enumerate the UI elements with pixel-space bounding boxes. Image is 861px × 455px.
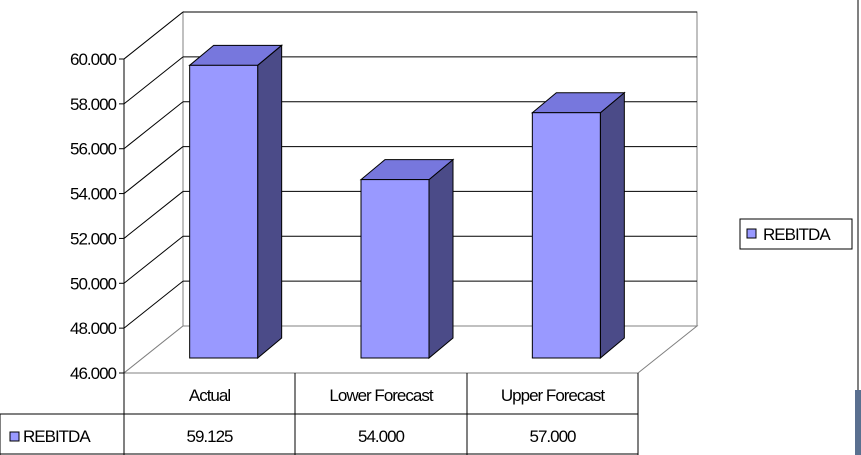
data-table: Actual 59.125 Lower Forecast 54.000 Upper Fo…	[0, 373, 639, 455]
table-value: 57.000	[530, 427, 577, 446]
y-axis: 46.000 48.000 50.000 52.000 54.000 56.000 58.0…	[70, 50, 125, 383]
gridline	[123, 11, 184, 60]
table-cells: Actual 59.125 Lower Forecast 54.000 Upper Fo…	[187, 386, 607, 446]
bar-front	[531, 112, 601, 359]
y-tick-label: 58.000	[70, 95, 117, 114]
table-series-label: REBITDA	[23, 427, 91, 446]
y-tick-label: 52.000	[70, 229, 117, 248]
bar-side	[257, 44, 283, 360]
bars	[188, 44, 626, 360]
y-tick-label: 54.000	[70, 185, 117, 204]
legend: REBITDA	[739, 218, 853, 250]
side-wall	[123, 10, 184, 375]
window-edge-bar	[855, 390, 861, 455]
table-value: 59.125	[187, 427, 234, 446]
bar-front	[360, 179, 430, 359]
table-category-label: Lower Forecast	[329, 386, 433, 405]
window-edge	[855, 0, 861, 455]
y-tick-label: 46.000	[70, 364, 117, 383]
legend-label: REBITDA	[763, 225, 831, 244]
gridline	[123, 280, 184, 329]
y-tick-label: 50.000	[70, 274, 117, 293]
table-legend-key	[9, 431, 20, 442]
bar	[359, 158, 455, 360]
gridline	[123, 191, 184, 239]
y-tick-label: 60.000	[70, 50, 117, 69]
bar	[530, 91, 626, 360]
table-value: 54.000	[358, 427, 405, 446]
y-tick-label: 48.000	[70, 319, 117, 338]
table-category-label: Upper Forecast	[501, 386, 605, 405]
legend-box	[739, 218, 853, 250]
gridline	[123, 101, 184, 150]
bar-side	[428, 158, 454, 360]
table-category-label: Actual	[189, 386, 230, 405]
bar-front	[189, 64, 259, 359]
legend-key	[746, 228, 757, 239]
y-tick-label: 56.000	[70, 140, 117, 159]
bar	[188, 44, 284, 360]
gridline	[123, 146, 184, 194]
gridline	[123, 235, 184, 284]
bar-side	[599, 91, 625, 360]
gridline	[123, 56, 184, 105]
